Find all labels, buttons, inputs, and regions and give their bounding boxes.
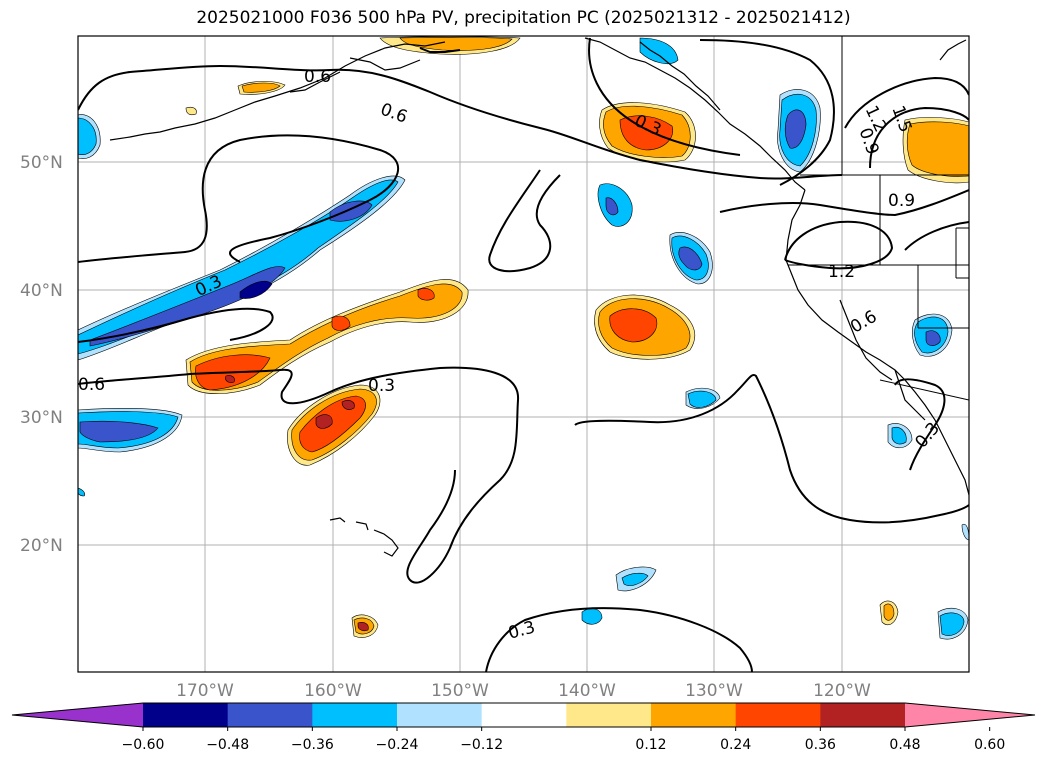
colorbar-tick-label: −0.60 <box>122 737 165 753</box>
contour-label: 0.6 <box>304 67 331 87</box>
lon-label: 170°W <box>176 681 234 701</box>
colorbar: −0.60 −0.48 −0.36 −0.24 −0.12 0.12 0.24 0.36 0.4… <box>11 702 1036 753</box>
colorbar-extend-max <box>905 703 1035 727</box>
lat-label: 40°N <box>20 281 63 301</box>
lon-label: 140°W <box>558 681 616 701</box>
lat-label: 20°N <box>20 536 63 556</box>
contour-label: 0.6 <box>78 375 105 395</box>
latitude-labels: 50°N 40°N 30°N 20°N <box>20 153 63 556</box>
colorbar-swatch <box>481 703 567 727</box>
colorbar-tick-label: −0.48 <box>206 737 249 753</box>
longitude-labels: 170°W 160°W 150°W 140°W 130°W 120°W <box>176 681 871 701</box>
lat-label: 50°N <box>20 153 63 173</box>
contour-label: 1.2 <box>828 262 855 282</box>
colorbar-swatch <box>143 703 229 727</box>
colorbar-tick-label: 0.24 <box>720 737 751 753</box>
contour-label: 0.9 <box>888 191 915 211</box>
contour-label: 0.3 <box>368 376 395 396</box>
colorbar-tick-label: −0.36 <box>291 737 334 753</box>
lon-label: 160°W <box>304 681 362 701</box>
precip-positive-areas <box>185 36 969 638</box>
colorbar-tick-label: 0.48 <box>889 737 920 753</box>
lon-label: 150°W <box>431 681 489 701</box>
map-title: 2025021000 F036 500 hPa PV, precipitatio… <box>196 8 851 28</box>
colorbar-swatch <box>820 703 906 727</box>
colorbar-tick-label: −0.12 <box>460 737 503 753</box>
lat-label: 30°N <box>20 408 63 428</box>
colorbar-swatch <box>566 703 652 727</box>
colorbar-swatch <box>227 703 313 727</box>
colorbar-tick-label: 0.12 <box>635 737 666 753</box>
colorbar-extend-min <box>12 703 143 727</box>
map-frame <box>77 35 970 673</box>
colorbar-swatch <box>312 703 398 727</box>
pv-contours <box>78 37 969 672</box>
colorbar-swatch <box>651 703 737 727</box>
colorbar-swatch <box>735 703 821 727</box>
colorbar-swatch <box>397 703 483 727</box>
colorbar-tick-label: −0.24 <box>376 737 419 753</box>
lon-label: 120°W <box>813 681 871 701</box>
precip-negative-areas <box>78 37 969 640</box>
colorbar-tick-label: 0.36 <box>805 737 836 753</box>
colorbar-tick-label: 0.60 <box>974 737 1005 753</box>
coastlines <box>109 37 969 557</box>
lon-label: 130°W <box>685 681 743 701</box>
